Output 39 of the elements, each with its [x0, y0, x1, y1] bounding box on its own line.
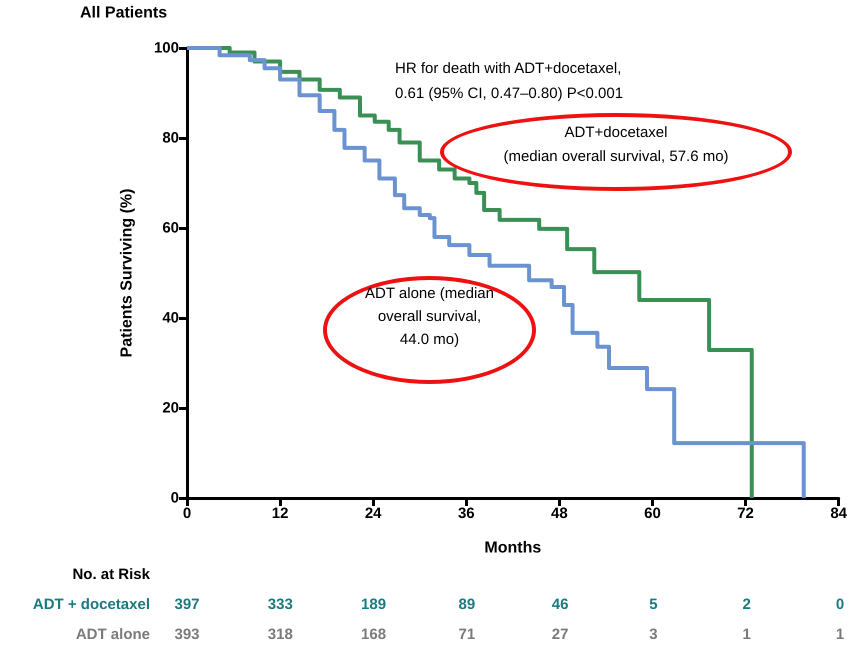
text: 46 — [550, 596, 570, 613]
x-tick-label: 84 — [830, 505, 848, 522]
y-tick-label: 0 — [170, 490, 179, 506]
y-tick-label: 40 — [162, 310, 179, 326]
text: 5 — [648, 596, 659, 613]
annotation: HR for death with ADT+docetaxel, 0.61 (95% CI, 0.47–0.80) P<0.001 — [395, 59, 624, 104]
y-tick-label: 80 — [162, 130, 179, 146]
y-tick-label: 100 — [154, 40, 179, 56]
text: 3 — [648, 626, 659, 643]
x-tick-label: 12 — [272, 505, 288, 522]
y-tick-label: 60 — [162, 220, 179, 236]
text: 397 — [173, 596, 201, 613]
text: 27 — [550, 626, 570, 643]
text: 393 — [173, 626, 201, 643]
x-tick-label: 48 — [551, 505, 568, 522]
text: 168 — [360, 626, 388, 643]
x-tick-label: 36 — [458, 505, 475, 522]
chart-title: All Patients — [80, 4, 168, 22]
x-tick-label: 24 — [364, 505, 382, 522]
text: ADT alone — [76, 626, 150, 643]
text: 2 — [742, 596, 752, 613]
annotation: ADT alone (median overall survival, 44.0 mo) — [364, 284, 495, 350]
text: 71 — [458, 626, 476, 643]
text: 1 — [834, 626, 846, 643]
text: 89 — [458, 596, 476, 613]
text: 0 — [834, 596, 846, 613]
text: 1 — [742, 626, 752, 643]
y-axis-title: Patients Surviving (%) — [118, 188, 136, 358]
x-axis-title: Months — [484, 540, 542, 556]
text: 189 — [360, 596, 388, 613]
x-tick-label: 72 — [737, 505, 754, 522]
text: No. at Risk — [72, 566, 150, 583]
x-tick-label: 0 — [182, 505, 192, 522]
y-tick-label: 20 — [162, 400, 179, 416]
text: ADT + docetaxel — [32, 596, 150, 613]
text: 318 — [266, 626, 294, 643]
x-tick-label: 60 — [644, 505, 661, 522]
text: 333 — [266, 596, 294, 613]
annotation: ADT+docetaxel (median overall survival, 57.6 mo) — [502, 123, 730, 167]
